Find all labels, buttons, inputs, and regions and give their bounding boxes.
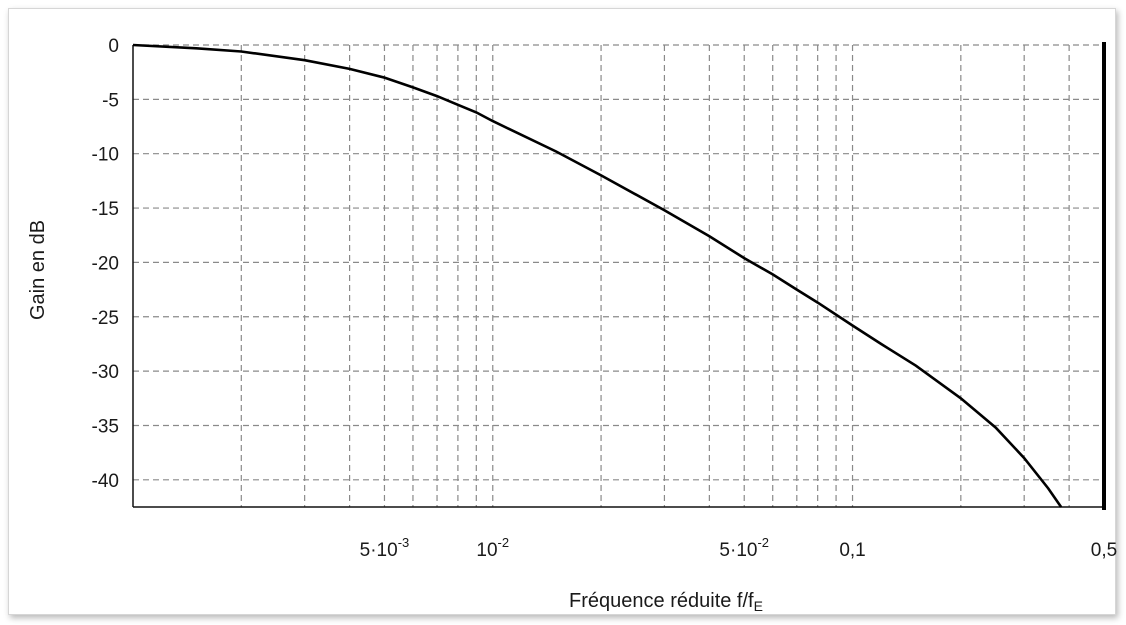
y-tick-labels: 0 -5 -10 -15 -20 -25 -30 -35 -40	[92, 36, 119, 492]
x-tick-labels: 5·10-3 10-2 5·10-2 0,1 0,5	[360, 535, 1118, 561]
x-tick-label: 5·10-2	[719, 535, 769, 561]
y-axis-title: Gain en dB	[27, 220, 49, 320]
y-tick-label: -40	[92, 471, 119, 492]
x-axis-title: Fréquence réduite f/fE	[569, 590, 763, 614]
x-tick-label: 5·10-3	[360, 535, 410, 561]
x-tick-label: 0,1	[839, 540, 865, 561]
chart-frame	[8, 8, 1116, 615]
x-axis-title-subscript: E	[754, 598, 763, 614]
axes	[132, 42, 1106, 510]
y-tick-label: -30	[92, 362, 119, 383]
series-line	[132, 43, 1063, 508]
x-tick-label: 10-2	[476, 535, 509, 561]
y-tick-label: -5	[102, 90, 119, 111]
x-axis-title-main: Fréquence réduite f/f	[569, 590, 754, 612]
y-tick-label: -20	[92, 253, 119, 274]
grid	[133, 44, 1104, 507]
y-tick-label: 0	[108, 36, 119, 57]
x-tick-label: 0,5	[1091, 540, 1117, 561]
y-tick-label: -35	[92, 416, 119, 437]
y-tick-label: -25	[92, 308, 119, 329]
y-tick-label: -10	[92, 145, 119, 166]
curve-layer	[132, 43, 1063, 508]
y-tick-label: -15	[92, 199, 119, 220]
